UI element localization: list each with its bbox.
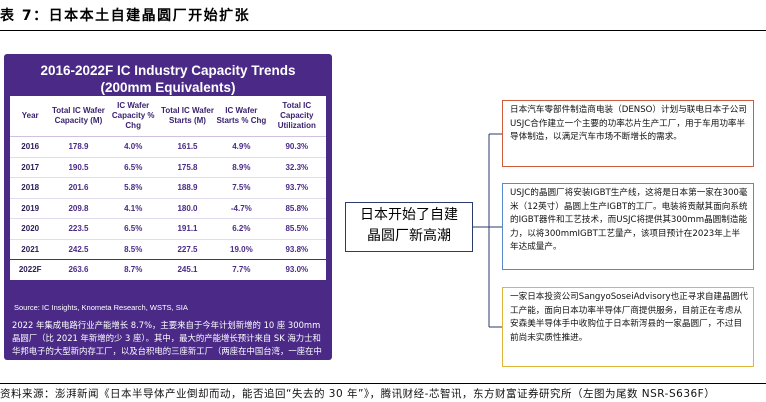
table-cell: 6.2% <box>215 218 268 239</box>
panel-heading: 2016-2022F IC Industry Capacity Trends (… <box>4 62 332 96</box>
panel-heading-line1: 2016-2022F IC Industry Capacity Trends <box>40 63 296 78</box>
center-callout: 日本开始了自建 晶圆厂新高潮 <box>345 202 473 252</box>
table-cell-year: 2017 <box>10 156 51 178</box>
table-row: 2018 201.6 5.8% 188.9 7.5% 93.7% <box>10 177 326 198</box>
table-cell: 175.8 <box>159 156 216 178</box>
col-header-utilization: Total IC Capacity Utilization <box>267 96 326 137</box>
table-cell: 8.7% <box>106 259 160 280</box>
col-header-capacity-chg: IC Wafer Capacity % Chg <box>106 96 160 137</box>
table-cell: 90.3% <box>267 136 326 157</box>
table-cell: 85.5% <box>267 218 326 239</box>
table-cell: 245.1 <box>159 259 216 280</box>
denso-note-box: 日本汽车零部件制造商电装（DENSO）计划与联电日本子公司USJC合作建立一个主… <box>502 100 754 167</box>
table-cell: 7.7% <box>215 259 268 280</box>
table-row: 2017 190.5 6.5% 175.8 8.9% 32.3% <box>10 156 326 178</box>
table-row: 2020 223.5 6.5% 191.1 6.2% 85.5% <box>10 218 326 239</box>
table-cell: 5.8% <box>106 177 160 198</box>
capacity-trends-panel: 2016-2022F IC Industry Capacity Trends (… <box>4 54 332 396</box>
table-cell: 4.9% <box>215 136 268 157</box>
capacity-table-container: Year Total IC Wafer Capacity (M) IC Wafe… <box>10 96 326 280</box>
col-header-year: Year <box>10 96 51 137</box>
table-body: 2016 178.9 4.0% 161.5 4.9% 90.3% 2017 190.5 6.5%… <box>10 136 326 280</box>
table-cell: 93.7% <box>267 177 326 198</box>
table-cell: 263.6 <box>50 259 107 280</box>
table-cell-year: 2018 <box>10 177 51 198</box>
table-cell: 188.9 <box>159 177 216 198</box>
table-cell: 8.9% <box>215 156 268 178</box>
table-row: 2022F 263.6 8.7% 245.1 7.7% 93.0% <box>10 259 326 280</box>
table-cell: 190.5 <box>50 156 107 178</box>
figure-source: 资料来源：澎湃新闻《日本半导体产业倒却而动，能否追回“失去的 30 年”》，腾讯… <box>0 388 716 400</box>
table-cell: 6.5% <box>106 218 160 239</box>
table-source: Source: IC Insights, Knometa Research, W… <box>14 303 188 312</box>
panel-body-text: 2022 年集成电路行业产能增长 8.7%，主要来自于今年计划新增的 10 座 … <box>12 320 326 397</box>
table-row: 2019 209.8 4.1% 180.0 -4.7% 85.8% <box>10 197 326 219</box>
table-cell: 223.5 <box>50 218 107 239</box>
sangyo-note-box: 一家日本投资公司SangyoSoseiAdvisory也正寻求自建晶圆代工产能，… <box>502 287 754 367</box>
table-cell: 32.3% <box>267 156 326 178</box>
col-header-starts-chg: IC Wafer Starts % Chg <box>215 96 268 137</box>
table-cell: 93.0% <box>267 259 326 280</box>
table-row: 2021 242.5 8.5% 227.5 19.0% 93.8% <box>10 238 326 260</box>
center-callout-line2: 晶圆厂新高潮 <box>367 228 451 244</box>
bottom-rule <box>0 383 766 384</box>
center-callout-line1: 日本开始了自建 <box>360 207 458 223</box>
table-cell: 209.8 <box>50 197 107 219</box>
table-cell-year: 2019 <box>10 197 51 219</box>
table-cell: 7.5% <box>215 177 268 198</box>
table-cell: 8.5% <box>106 238 160 260</box>
table-cell: -4.7% <box>215 197 268 219</box>
table-cell: 180.0 <box>159 197 216 219</box>
table-cell: 178.9 <box>50 136 107 157</box>
col-header-capacity: Total IC Wafer Capacity (M) <box>50 96 107 137</box>
table-cell: 6.5% <box>106 156 160 178</box>
table-cell: 227.5 <box>159 238 216 260</box>
table-cell: 201.6 <box>50 177 107 198</box>
table-row: 2016 178.9 4.0% 161.5 4.9% 90.3% <box>10 136 326 157</box>
table-cell: 4.1% <box>106 197 160 219</box>
table-cell: 191.1 <box>159 218 216 239</box>
title-rule <box>0 30 766 31</box>
table-cell-year: 2020 <box>10 218 51 239</box>
table-cell: 4.0% <box>106 136 160 157</box>
table-header-row: Year Total IC Wafer Capacity (M) IC Wafe… <box>10 96 326 137</box>
capacity-table: Year Total IC Wafer Capacity (M) IC Wafe… <box>10 96 326 280</box>
table-cell: 93.8% <box>267 238 326 260</box>
table-cell-year: 2016 <box>10 136 51 157</box>
table-cell: 161.5 <box>159 136 216 157</box>
usjc-note-box: USJC的晶圆厂将安装IGBT生产线，这将是日本第一家在300毫米（12英寸）晶… <box>502 183 754 270</box>
table-cell: 19.0% <box>215 238 268 260</box>
col-header-starts: Total IC Wafer Starts (M) <box>159 96 216 137</box>
table-cell: 85.8% <box>267 197 326 219</box>
table-cell-year: 2021 <box>10 238 51 260</box>
figure-title: 表 7：日本本土自建晶圆厂开始扩张 <box>0 8 251 24</box>
panel-heading-line2: (200mm Equivalents) <box>100 80 236 95</box>
table-cell-year: 2022F <box>10 259 51 280</box>
table-cell: 242.5 <box>50 238 107 260</box>
